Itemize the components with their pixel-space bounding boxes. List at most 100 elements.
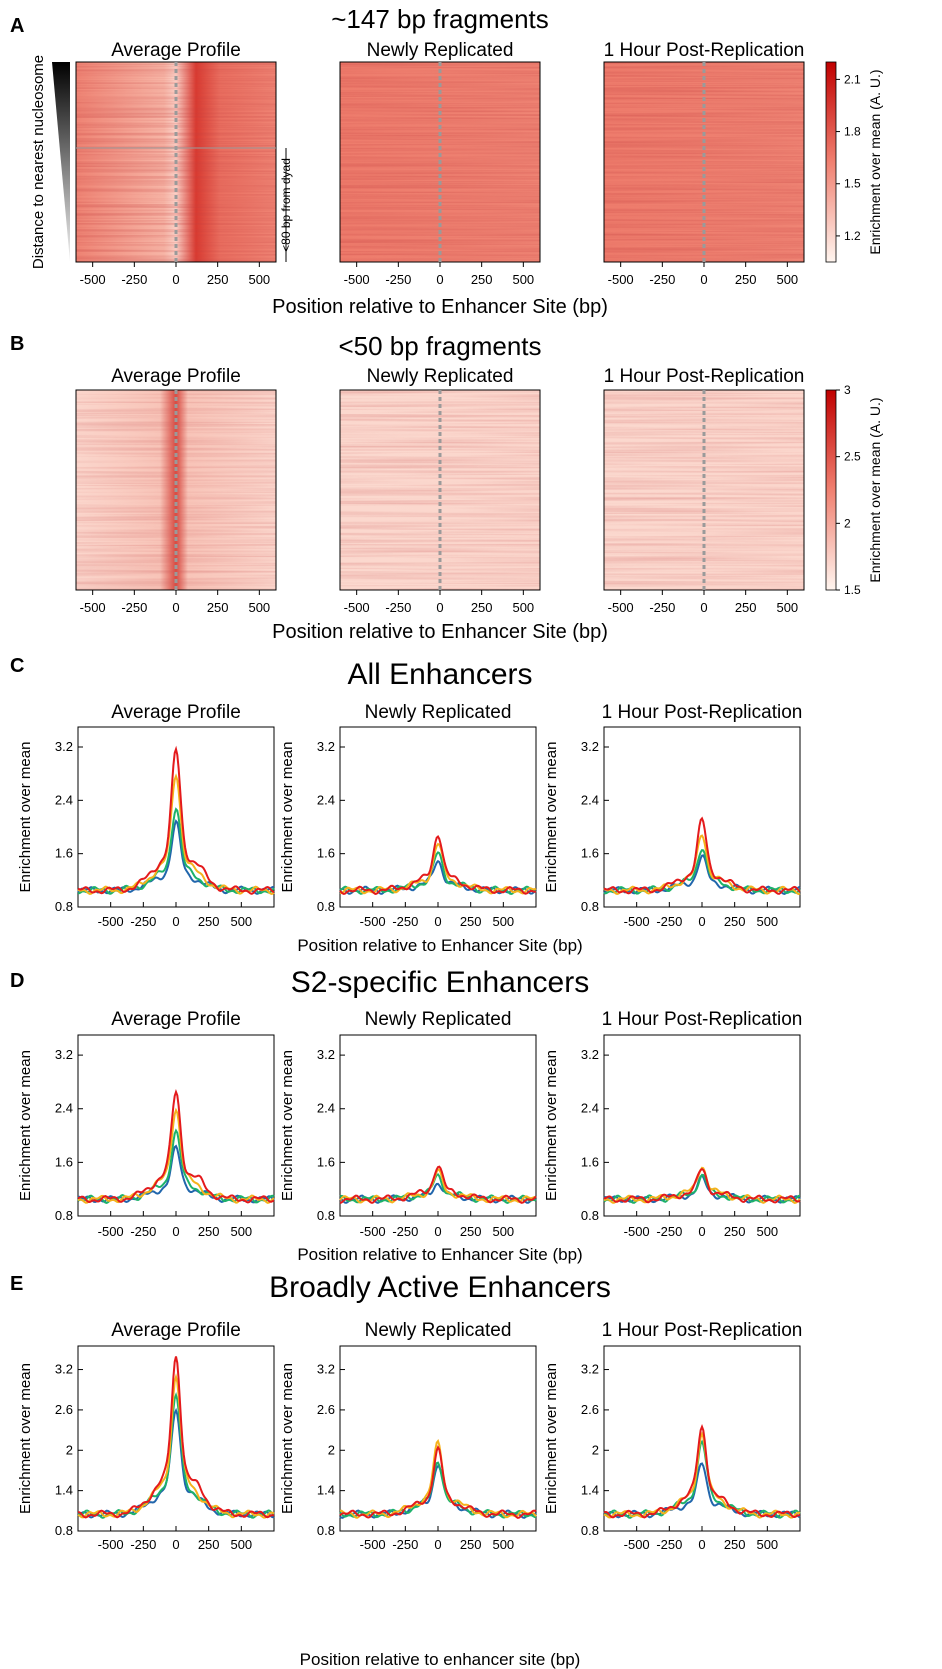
x-tick-label: 250 xyxy=(735,600,757,615)
x-tick-label: 500 xyxy=(512,600,534,615)
y-tick-label: 2.4 xyxy=(581,792,599,807)
colorbar-tick-label: 2 xyxy=(844,516,851,530)
series-line-strongest-quartile xyxy=(604,1167,801,1204)
line-plot: Average Profile 0.8 1.6 2.4 3.2 -500 -250 0 250 5… xyxy=(17,1009,275,1239)
y-tick-label: 2.4 xyxy=(317,792,335,807)
subplot-title: Newly Replicated xyxy=(365,1320,512,1341)
plot-frame xyxy=(603,1034,801,1217)
x-tick-label: 500 xyxy=(492,1537,514,1552)
y-tick-label: 3.2 xyxy=(55,739,73,754)
panel-title-A: ~147 bp fragments xyxy=(331,4,549,34)
x-tick-label: 0 xyxy=(172,600,179,615)
x-tick-label: 500 xyxy=(230,914,252,929)
x-tick-label: 250 xyxy=(724,1224,746,1239)
line-plot: Newly Replicated 0.8 1.4 2 2.6 3.2 -500 -250 0 25… xyxy=(279,1320,537,1552)
x-tick-label: -250 xyxy=(385,600,411,615)
y-axis-label: Enrichment over mean xyxy=(17,1050,34,1201)
y-tick-label: 0.8 xyxy=(55,1523,73,1538)
x-axis-label: Position relative to Enhancer Site (bp) xyxy=(297,1245,582,1264)
y-tick-label: 2.6 xyxy=(581,1402,599,1417)
y-tick-label: 0.8 xyxy=(581,899,599,914)
y-tick-label: 3.2 xyxy=(581,1047,599,1062)
y-axis-label: Distance to nearest nucleosome xyxy=(30,55,47,269)
y-tick-label: 0.8 xyxy=(55,899,73,914)
panel-label-D: D xyxy=(10,970,24,992)
y-axis-label: Enrichment over mean xyxy=(279,742,296,893)
x-tick-label: -500 xyxy=(98,914,124,929)
y-tick-label: 1.6 xyxy=(55,846,73,861)
x-tick-label: -250 xyxy=(649,272,675,287)
colorbar-tick-label: 2.1 xyxy=(844,72,861,86)
y-tick-label: 0.8 xyxy=(581,1208,599,1223)
x-tick-label: -500 xyxy=(98,1537,124,1552)
x-tick-label: -250 xyxy=(656,914,682,929)
series-line-3rd-quartile xyxy=(77,773,275,896)
y-tick-label: 2.4 xyxy=(55,1101,73,1116)
x-tick-label: -500 xyxy=(360,1224,386,1239)
x-tick-label: 250 xyxy=(198,1224,220,1239)
x-tick-label: 0 xyxy=(700,600,707,615)
x-tick-label: 500 xyxy=(776,600,798,615)
x-tick-label: 500 xyxy=(512,272,534,287)
subplot-title: Average Profile xyxy=(111,40,241,61)
colorbar-tick-label: 1.5 xyxy=(844,583,861,597)
y-tick-label: 3.2 xyxy=(317,739,335,754)
panel-title-B: <50 bp fragments xyxy=(338,331,541,361)
x-tick-label: -500 xyxy=(608,600,634,615)
x-tick-label: -250 xyxy=(121,600,147,615)
x-tick-label: 250 xyxy=(198,1537,220,1552)
x-tick-label: 500 xyxy=(756,1537,778,1552)
x-tick-label: 500 xyxy=(756,914,778,929)
subplot-title: Average Profile xyxy=(111,1320,241,1341)
x-tick-label: -500 xyxy=(80,272,106,287)
series-line-strongest-quartile xyxy=(77,745,275,895)
x-tick-label: -500 xyxy=(344,272,370,287)
x-tick-label: -250 xyxy=(656,1224,682,1239)
x-tick-label: 500 xyxy=(230,1224,252,1239)
x-tick-label: 250 xyxy=(198,914,220,929)
y-tick-label: 2.6 xyxy=(55,1402,73,1417)
colorbar-label: Enrichment over mean (A. U.) xyxy=(867,69,883,254)
y-tick-label: 1.6 xyxy=(317,846,335,861)
x-tick-label: 0 xyxy=(434,1537,441,1552)
y-tick-label: 0.8 xyxy=(581,1523,599,1538)
colorbar xyxy=(825,389,837,591)
y-tick-label: 0.8 xyxy=(317,1208,335,1223)
x-tick-label: -250 xyxy=(130,1224,156,1239)
subplot-title: Newly Replicated xyxy=(365,1009,512,1030)
x-tick-label: -500 xyxy=(608,272,634,287)
y-tick-label: 3.2 xyxy=(55,1362,73,1377)
y-tick-label: 1.6 xyxy=(55,1154,73,1169)
x-tick-label: -250 xyxy=(130,1537,156,1552)
series-line-strongest-quartile xyxy=(339,835,537,895)
line-plot: Average Profile 0.8 1.4 2 2.6 3.2 -500 -250 0 250… xyxy=(17,1320,275,1552)
static-layer: A ~147 bp fragments Average Profile -500 -25… xyxy=(10,4,883,1669)
colorbar-tick-label: 1.5 xyxy=(844,177,861,191)
x-tick-label: 250 xyxy=(207,600,229,615)
line-plot: Newly Replicated 0.8 1.6 2.4 3.2 -500 -250 0 250… xyxy=(279,702,537,929)
x-tick-label: 0 xyxy=(434,1224,441,1239)
charts-layer: Average Profile 0.8 1.6 2.4 3.2 -500 -250 0 250 5… xyxy=(17,702,802,1552)
panel-label-A: A xyxy=(10,15,24,37)
x-axis-label: Position relative to Enhancer Site (bp) xyxy=(297,936,582,955)
x-tick-label: 250 xyxy=(460,1224,482,1239)
x-tick-label: 250 xyxy=(724,914,746,929)
series-line-3rd-quartile xyxy=(339,1439,537,1519)
colorbar-tick-label: 3 xyxy=(844,383,851,397)
series-line-2nd-quartile xyxy=(77,807,275,895)
series-line-3rd-quartile xyxy=(603,1431,801,1519)
plot-frame xyxy=(339,726,537,908)
plot-frame xyxy=(603,1345,801,1532)
y-tick-label: 2.4 xyxy=(581,1101,599,1116)
y-axis-label: Enrichment over mean xyxy=(543,1363,560,1514)
y-tick-label: 2.4 xyxy=(55,792,73,807)
x-tick-label: -500 xyxy=(624,914,650,929)
y-tick-label: 0.8 xyxy=(55,1208,73,1223)
x-tick-label: 500 xyxy=(248,600,270,615)
panel-title-D: S2-specific Enhancers xyxy=(291,966,589,999)
x-tick-label: -500 xyxy=(360,1537,386,1552)
x-tick-label: 0 xyxy=(172,1224,179,1239)
x-axis-label: Position relative to Enhancer Site (bp) xyxy=(272,296,608,318)
y-axis-label: Enrichment over mean xyxy=(17,742,34,893)
